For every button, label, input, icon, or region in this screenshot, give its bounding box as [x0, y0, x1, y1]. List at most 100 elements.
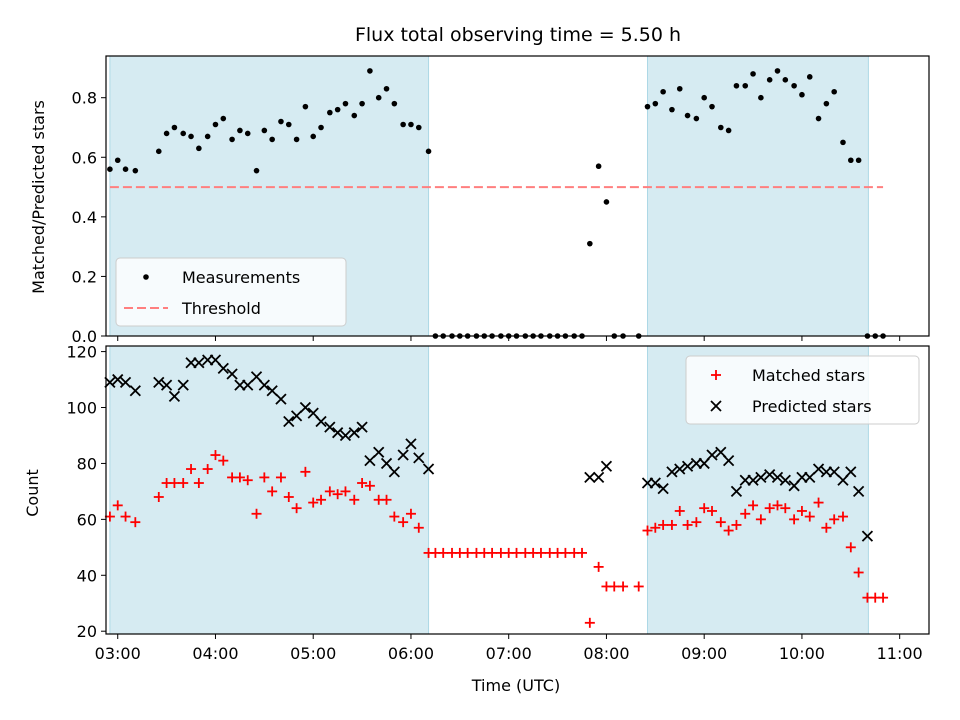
predicted-star-point: [112, 373, 124, 386]
predicted-star-point: [315, 415, 327, 428]
predicted-star-point: [657, 482, 669, 495]
measurement-point: [774, 68, 781, 74]
matched-star-point: [324, 486, 335, 497]
y-tick-label: 0.4: [72, 208, 97, 227]
predicted-star-point: [129, 385, 141, 397]
measurement-point: [603, 199, 610, 205]
matched-star-point: [120, 511, 131, 522]
matched-star-point: [772, 500, 783, 511]
y-tick-label: 0.6: [72, 148, 97, 167]
measurement-point: [742, 82, 749, 89]
predicted-star-point: [332, 427, 344, 439]
predicted-star-point: [681, 460, 694, 472]
measurement-point: [163, 130, 170, 137]
predicted-star-point: [706, 449, 718, 461]
measurement-point: [261, 127, 268, 134]
measurement-point: [660, 88, 666, 95]
predicted-star-point: [649, 477, 661, 489]
measurement-point: [367, 68, 373, 74]
predicted-star-point: [755, 471, 767, 484]
predicted-star-point: [828, 466, 840, 478]
measurement-point: [310, 133, 317, 140]
matched-star-point: [364, 480, 375, 491]
matched-star-point: [267, 486, 278, 497]
predicted-star-point: [722, 455, 735, 467]
predicted-star-point: [397, 449, 409, 461]
matched-star-point: [804, 511, 815, 522]
predicted-star-point: [324, 421, 336, 433]
measurement-point: [334, 106, 341, 113]
predicted-star-point: [373, 446, 385, 458]
matched-star-point: [674, 505, 685, 516]
matched-star-point: [715, 517, 726, 528]
legend-item: Matched stars: [711, 366, 865, 385]
predicted-star-point: [193, 357, 205, 369]
matched-star-point: [357, 478, 368, 489]
measurement-point: [237, 127, 243, 134]
matched-star-point: [381, 494, 392, 505]
y-tick-label: 60: [77, 510, 97, 529]
legend-item: Predicted stars: [710, 397, 872, 416]
bottom-y-axis-label: Count: [23, 469, 42, 517]
matched-star-point: [186, 464, 197, 475]
legend-marker: [143, 274, 149, 280]
matched-star-point: [413, 522, 424, 533]
matched-star-point: [618, 581, 629, 592]
predicted-star-point: [388, 466, 400, 478]
matched-star-point: [193, 478, 204, 489]
x-tick-label: 11:00: [877, 644, 923, 663]
predicted-star-point: [168, 390, 181, 402]
matched-star-point: [398, 517, 409, 528]
legend-label: Predicted stars: [752, 397, 872, 416]
matched-star-point: [740, 508, 751, 519]
predicted-star-point: [339, 429, 352, 442]
predicted-star-point: [266, 385, 278, 397]
matched-star-point: [153, 491, 164, 502]
measurement-point: [644, 103, 651, 110]
matched-star-point: [837, 511, 848, 522]
matched-star-point: [845, 542, 856, 553]
top-panel: 0.0 0.2 0.4 0.6 0.8 Measurements Threshold: [72, 55, 930, 346]
measurement-point: [425, 148, 432, 155]
matched-star-point: [389, 511, 400, 522]
predicted-star-point: [764, 468, 776, 481]
x-tick-label: 08:00: [583, 644, 629, 663]
measurement-point: [318, 124, 324, 131]
predicted-star-point: [852, 485, 865, 498]
measurement-point: [391, 100, 398, 107]
measurement-point: [342, 100, 349, 107]
matched-star-point: [487, 547, 498, 558]
measurement-point: [293, 136, 300, 143]
measurement-point: [383, 85, 390, 92]
legend-label: Matched stars: [752, 366, 865, 385]
matched-star-point: [666, 519, 677, 530]
matched-star-point: [642, 525, 653, 536]
observing-window-2: [646, 55, 869, 337]
matched-star-point: [112, 500, 123, 511]
measurement-point: [669, 106, 675, 113]
measurement-point: [359, 100, 365, 107]
matched-star-point: [658, 519, 669, 530]
measurement-point: [652, 100, 659, 107]
series-predicted-stars: [104, 354, 874, 542]
predicted-star-point: [771, 471, 784, 484]
y-tick-label: 20: [77, 622, 97, 641]
matched-star-point: [405, 508, 416, 519]
measurement-point: [188, 133, 194, 140]
matched-star-point: [242, 475, 253, 486]
legend-item: Measurements: [143, 268, 300, 287]
matched-star-point: [130, 517, 141, 528]
x-tick-label: 03:00: [95, 644, 141, 663]
matched-star-point: [853, 567, 864, 578]
legend: Matched stars Predicted stars: [685, 355, 920, 425]
predicted-star-point: [348, 427, 360, 439]
measurement-point: [758, 94, 764, 101]
matched-star-point: [259, 472, 270, 483]
matched-star-point: [560, 547, 571, 558]
matched-star-point: [699, 503, 710, 514]
matched-star-point: [691, 517, 702, 528]
measurement-point: [848, 157, 854, 164]
measurement-point: [253, 167, 260, 174]
matched-star-point: [462, 547, 473, 558]
measurement-point: [799, 91, 805, 98]
